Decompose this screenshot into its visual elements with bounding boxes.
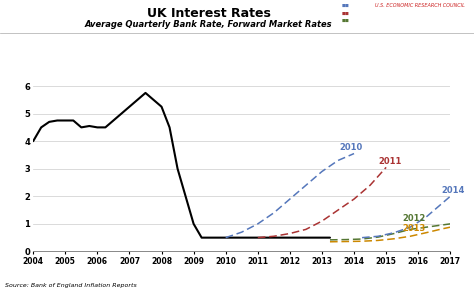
Text: U.S. ECONOMIC RESEARCH COUNCIL: U.S. ECONOMIC RESEARCH COUNCIL <box>374 3 465 8</box>
Text: Average Quarterly Bank Rate, Forward Market Rates: Average Quarterly Bank Rate, Forward Mar… <box>85 20 332 29</box>
Text: 2014: 2014 <box>441 186 465 195</box>
Text: Source: Bank of England Inflation Reports: Source: Bank of England Inflation Report… <box>5 283 137 288</box>
Text: ■■: ■■ <box>341 12 349 16</box>
Text: 2010: 2010 <box>339 143 363 152</box>
Text: ■■: ■■ <box>341 19 349 23</box>
Text: UK Interest Rates: UK Interest Rates <box>146 7 271 20</box>
Text: 2011: 2011 <box>378 157 401 166</box>
Text: 2013: 2013 <box>402 224 426 233</box>
Text: ■■: ■■ <box>341 4 349 8</box>
Text: 2012: 2012 <box>402 214 426 223</box>
